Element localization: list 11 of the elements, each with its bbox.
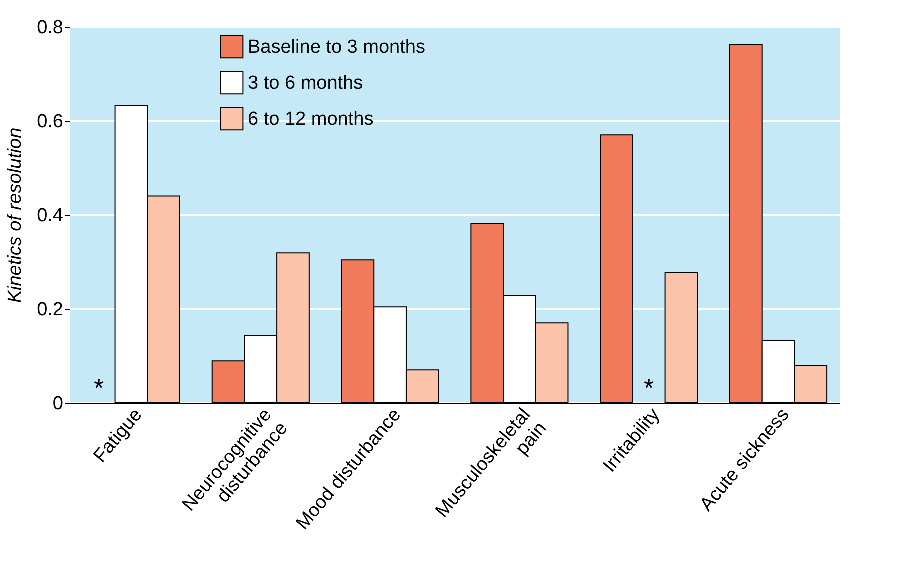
- legend-label: Baseline to 3 months: [248, 37, 426, 58]
- y-tick-label: 0.4: [37, 206, 64, 226]
- y-tick-label: 0.8: [37, 18, 64, 38]
- y-tick-label: 0: [52, 394, 64, 414]
- y-tick-label: 0.6: [37, 112, 64, 132]
- y-tick-label: 0.2: [37, 300, 64, 320]
- y-axis-title: Kinetics of resolution: [5, 128, 26, 304]
- annotation: *: [644, 372, 654, 403]
- legend-label: 6 to 12 months: [248, 109, 374, 130]
- legend-label: 3 to 6 months: [248, 73, 364, 94]
- annotation: *: [94, 372, 104, 403]
